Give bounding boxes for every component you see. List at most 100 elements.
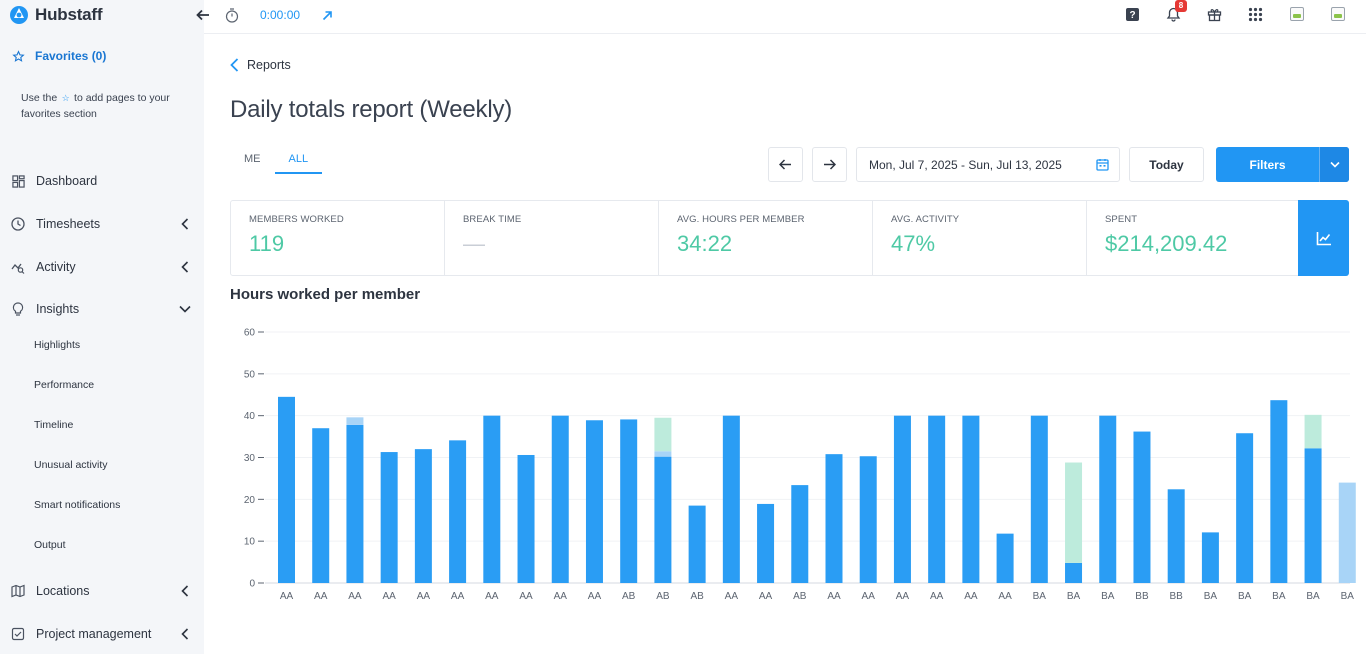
- stat-value: —: [463, 231, 485, 256]
- timer-widget: 0:00:00: [190, 1, 552, 29]
- today-button[interactable]: Today: [1129, 147, 1204, 182]
- sidebar-item-timesheets[interactable]: Timesheets: [11, 213, 191, 235]
- bar-segment[interactable]: [893, 415, 911, 583]
- sidebar-item-locations[interactable]: Locations: [11, 580, 191, 602]
- bar-segment[interactable]: [859, 456, 877, 583]
- filters-label: Filters: [1249, 157, 1286, 172]
- bar-segment[interactable]: [1236, 433, 1254, 583]
- sidebar-item-label: Timesheets: [36, 217, 101, 231]
- sidebar-subitem-unusual-activity[interactable]: Unusual activity: [34, 459, 108, 471]
- broken-image-icon: [1330, 7, 1345, 21]
- tab-me[interactable]: ME: [244, 153, 261, 165]
- favorites-header[interactable]: Favorites (0): [12, 49, 106, 63]
- next-week-button[interactable]: [812, 147, 847, 182]
- favorites-hint: Use the ☆ to add pages to your favorites…: [21, 90, 191, 122]
- bar-segment[interactable]: [551, 415, 569, 583]
- chevron-left-icon[interactable]: [179, 628, 191, 640]
- bar-segment[interactable]: [1133, 431, 1151, 583]
- x-category-label: AA: [280, 591, 294, 602]
- bar-segment[interactable]: [825, 454, 843, 583]
- timer-value: 0:00:00: [260, 8, 301, 22]
- bar-segment[interactable]: [1099, 415, 1117, 583]
- bar-segment[interactable]: [1030, 415, 1048, 583]
- bar-segment[interactable]: [928, 415, 946, 583]
- chart-toggle-button[interactable]: [1298, 200, 1349, 276]
- x-category-label: AA: [451, 591, 465, 602]
- bar-segment[interactable]: [1201, 532, 1219, 583]
- brand[interactable]: Hubstaff: [9, 4, 103, 26]
- topbar: 0:00:00 ? 8: [196, 0, 1366, 34]
- tab-all[interactable]: ALL: [274, 148, 323, 174]
- bar-segment[interactable]: [346, 424, 364, 583]
- sidebar-subitem-timeline[interactable]: Timeline: [34, 419, 74, 431]
- bar-segment[interactable]: [1338, 482, 1356, 583]
- sidebar-subitem-smart-notifications[interactable]: Smart notifications: [34, 499, 121, 511]
- bar-segment[interactable]: [278, 396, 295, 583]
- chevron-down-icon[interactable]: [1319, 147, 1349, 182]
- bar-segment[interactable]: [688, 505, 706, 583]
- chevron-down-icon[interactable]: [179, 303, 191, 315]
- x-category-label: AB: [793, 591, 807, 602]
- bar-segment[interactable]: [654, 417, 672, 452]
- bar-segment[interactable]: [585, 420, 603, 583]
- stat-value: $214,209.42: [1105, 231, 1228, 256]
- calendar-icon: [1095, 158, 1109, 172]
- filters-button[interactable]: Filters: [1216, 147, 1349, 182]
- bar-segment[interactable]: [449, 440, 467, 583]
- sidebar-item-dashboard[interactable]: Dashboard: [11, 170, 191, 192]
- bar-segment[interactable]: [722, 415, 740, 583]
- chevron-left-icon[interactable]: [179, 261, 191, 273]
- y-tick-label: 30: [244, 453, 256, 464]
- bar-segment[interactable]: [1167, 489, 1185, 583]
- organization-avatar[interactable]: [1276, 4, 1317, 24]
- bar-segment[interactable]: [1065, 462, 1083, 563]
- chevron-left-icon: [230, 58, 239, 72]
- bar-segment[interactable]: [380, 452, 398, 583]
- sidebar-item-insights[interactable]: Insights: [11, 298, 191, 320]
- bar-segment[interactable]: [414, 449, 432, 583]
- apps-grid-icon[interactable]: [1235, 4, 1276, 24]
- bar-segment[interactable]: [757, 503, 775, 583]
- y-tick-label: 10: [244, 537, 256, 548]
- sidebar-subitem-output[interactable]: Output: [34, 539, 66, 551]
- bar-segment[interactable]: [996, 533, 1014, 583]
- bar-segment[interactable]: [620, 419, 638, 583]
- bar-segment[interactable]: [1270, 400, 1288, 583]
- bar-segment[interactable]: [517, 454, 535, 583]
- bar-segment[interactable]: [1304, 448, 1322, 583]
- bar-segment[interactable]: [312, 428, 330, 583]
- sidebar-item-project-management[interactable]: Project management: [11, 623, 191, 645]
- bell-icon[interactable]: 8: [1153, 0, 1194, 24]
- previous-week-button[interactable]: [768, 147, 803, 182]
- chevron-left-icon[interactable]: [179, 585, 191, 597]
- bar-segment[interactable]: [654, 451, 672, 457]
- sidebar-item-activity[interactable]: Activity: [11, 256, 191, 278]
- breadcrumb[interactable]: Reports: [230, 58, 291, 72]
- bar-segment[interactable]: [791, 485, 809, 583]
- x-category-label: AA: [827, 591, 841, 602]
- sidebar-item-label: Locations: [36, 584, 90, 598]
- x-category-label: AB: [656, 591, 670, 602]
- bar-segment[interactable]: [1304, 414, 1322, 449]
- x-category-label: AB: [622, 591, 636, 602]
- bar-segment[interactable]: [962, 415, 980, 583]
- open-timer-icon[interactable]: [320, 8, 334, 22]
- sidebar-subitem-performance[interactable]: Performance: [34, 379, 95, 391]
- back-arrow-icon[interactable]: [190, 2, 216, 28]
- sidebar-subitem-highlights[interactable]: Highlights: [34, 339, 81, 351]
- bar-segment[interactable]: [346, 417, 364, 425]
- bar-segment[interactable]: [654, 456, 672, 583]
- y-tick-label: 0: [249, 579, 255, 590]
- gift-icon[interactable]: [1194, 4, 1235, 24]
- svg-text:?: ?: [1129, 10, 1135, 21]
- bar-segment[interactable]: [483, 415, 501, 583]
- x-category-label: AA: [588, 591, 602, 602]
- stopwatch-icon[interactable]: [224, 7, 240, 23]
- bar-segment[interactable]: [1065, 562, 1083, 583]
- user-avatar[interactable]: [1317, 4, 1358, 24]
- stat-value: 34:22: [677, 231, 733, 256]
- date-range-picker[interactable]: Mon, Jul 7, 2025 - Sun, Jul 13, 2025: [856, 147, 1120, 182]
- topbar-icons: ? 8: [1112, 0, 1358, 24]
- help-icon[interactable]: ?: [1112, 4, 1153, 24]
- chevron-left-icon[interactable]: [179, 218, 191, 230]
